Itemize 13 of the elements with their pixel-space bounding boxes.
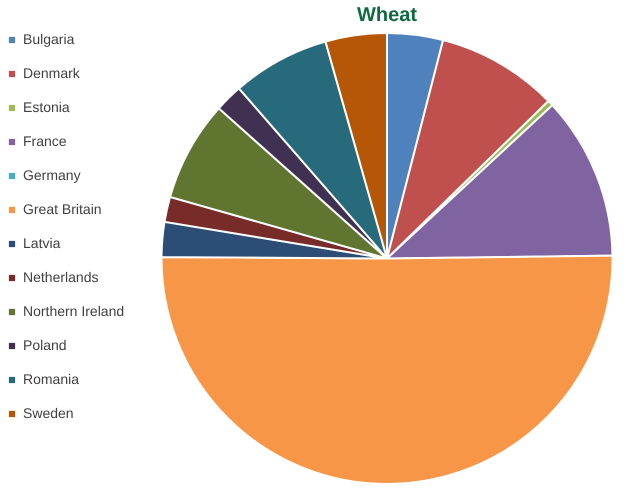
legend-label: Sweden xyxy=(23,405,74,421)
legend-label: Estonia xyxy=(23,99,70,115)
legend-label: Bulgaria xyxy=(23,31,75,47)
legend-label: Northern Ireland xyxy=(23,303,124,319)
legend-label: Latvia xyxy=(23,235,61,251)
legend-label: Romania xyxy=(23,371,80,387)
legend-label: France xyxy=(23,133,67,149)
chart-title: Wheat xyxy=(357,4,418,26)
legend-label: Poland xyxy=(23,337,67,353)
legend-label: Great Britain xyxy=(23,201,102,217)
legend-label: Netherlands xyxy=(23,269,98,285)
legend-label: Denmark xyxy=(23,65,81,81)
legend-label: Germany xyxy=(23,167,81,183)
